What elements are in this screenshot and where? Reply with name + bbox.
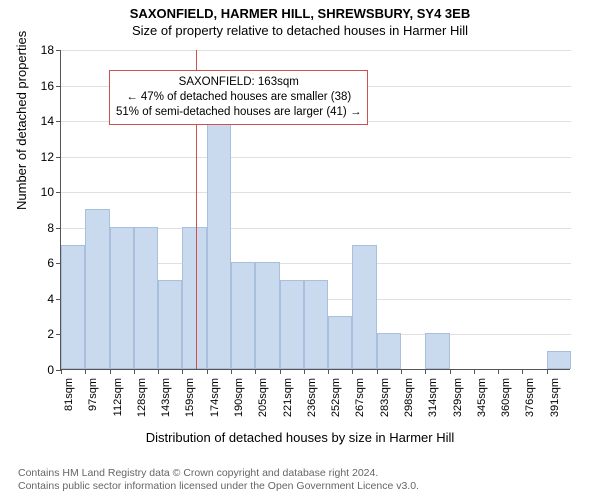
x-tick	[401, 369, 402, 374]
x-tick	[547, 369, 548, 374]
x-tick	[425, 369, 426, 374]
x-tick-label: 128sqm	[136, 378, 148, 428]
x-tick	[450, 369, 451, 374]
x-tick	[377, 369, 378, 374]
x-tick-label: 81sqm	[63, 378, 75, 428]
x-tick-label: 174sqm	[209, 378, 221, 428]
annotation-line: ← 47% of detached houses are smaller (38…	[116, 90, 361, 105]
annotation-line: 51% of semi-detached houses are larger (…	[116, 105, 361, 120]
x-tick	[85, 369, 86, 374]
x-tick-label: 190sqm	[233, 378, 245, 428]
histogram-bar	[231, 262, 255, 369]
y-tick	[56, 192, 61, 193]
x-tick	[522, 369, 523, 374]
grid-line	[61, 192, 571, 193]
x-tick	[304, 369, 305, 374]
y-tick	[56, 86, 61, 87]
histogram-bar	[134, 227, 158, 369]
y-tick-label: 8	[24, 221, 54, 235]
y-tick-label: 18	[24, 43, 54, 57]
chart-title: SAXONFIELD, HARMER HILL, SHREWSBURY, SY4…	[0, 0, 600, 21]
y-tick	[56, 228, 61, 229]
x-tick-label: 267sqm	[354, 378, 366, 428]
caption: Contains HM Land Registry data © Crown c…	[18, 467, 419, 494]
y-tick	[56, 50, 61, 51]
x-tick-label: 376sqm	[524, 378, 536, 428]
x-tick	[158, 369, 159, 374]
grid-line	[61, 157, 571, 158]
x-axis-label: Distribution of detached houses by size …	[0, 430, 600, 445]
x-tick	[207, 369, 208, 374]
histogram-bar	[158, 280, 182, 369]
x-tick-label: 159sqm	[184, 378, 196, 428]
x-tick-label: 314sqm	[427, 378, 439, 428]
x-tick-label: 360sqm	[500, 378, 512, 428]
y-tick-label: 4	[24, 292, 54, 306]
histogram-bar	[304, 280, 328, 369]
x-tick	[134, 369, 135, 374]
histogram-bar	[352, 245, 376, 369]
annotation-line: SAXONFIELD: 163sqm	[116, 75, 361, 90]
histogram-bar	[255, 262, 279, 369]
x-tick-label: 329sqm	[452, 378, 464, 428]
y-tick-label: 2	[24, 327, 54, 341]
y-tick-label: 12	[24, 150, 54, 164]
x-tick-label: 236sqm	[306, 378, 318, 428]
y-tick-label: 10	[24, 185, 54, 199]
x-tick	[328, 369, 329, 374]
histogram-bar	[377, 333, 401, 369]
x-tick-label: 221sqm	[282, 378, 294, 428]
histogram-bar	[207, 120, 231, 369]
x-tick	[280, 369, 281, 374]
x-tick-label: 283sqm	[379, 378, 391, 428]
x-tick	[231, 369, 232, 374]
y-tick-label: 16	[24, 79, 54, 93]
x-tick-label: 252sqm	[330, 378, 342, 428]
histogram-bar	[182, 227, 206, 369]
y-tick-label: 0	[24, 363, 54, 377]
y-tick-label: 6	[24, 256, 54, 270]
histogram-bar	[61, 245, 85, 369]
x-tick-label: 345sqm	[476, 378, 488, 428]
chart-container: SAXONFIELD, HARMER HILL, SHREWSBURY, SY4…	[0, 0, 600, 500]
x-tick	[498, 369, 499, 374]
histogram-bar	[547, 351, 571, 369]
x-tick-label: 391sqm	[549, 378, 561, 428]
x-tick-label: 205sqm	[257, 378, 269, 428]
histogram-bar	[328, 316, 352, 369]
histogram-bar	[85, 209, 109, 369]
plot-area: 02468101214161881sqm97sqm112sqm128sqm143…	[60, 50, 570, 370]
x-tick	[352, 369, 353, 374]
caption-line: Contains HM Land Registry data © Crown c…	[18, 467, 419, 481]
x-tick-label: 97sqm	[87, 378, 99, 428]
chart-subtitle: Size of property relative to detached ho…	[0, 21, 600, 38]
histogram-bar	[425, 333, 449, 369]
annotation-box: SAXONFIELD: 163sqm← 47% of detached hous…	[109, 70, 368, 125]
y-tick-label: 14	[24, 114, 54, 128]
histogram-bar	[280, 280, 304, 369]
x-tick-label: 143sqm	[160, 378, 172, 428]
x-tick	[110, 369, 111, 374]
x-tick	[61, 369, 62, 374]
x-tick-label: 112sqm	[112, 378, 124, 428]
x-tick	[255, 369, 256, 374]
histogram-bar	[110, 227, 134, 369]
x-tick-label: 298sqm	[403, 378, 415, 428]
x-tick	[474, 369, 475, 374]
x-tick	[182, 369, 183, 374]
grid-line	[61, 50, 571, 51]
y-tick	[56, 121, 61, 122]
caption-line: Contains public sector information licen…	[18, 480, 419, 494]
chart-area: 02468101214161881sqm97sqm112sqm128sqm143…	[60, 50, 570, 370]
y-tick	[56, 157, 61, 158]
